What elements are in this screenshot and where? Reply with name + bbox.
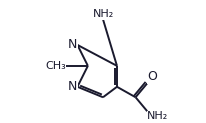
Text: NH₂: NH₂ [147, 111, 169, 121]
Text: NH₂: NH₂ [147, 111, 169, 121]
Text: NH₂: NH₂ [92, 9, 114, 19]
Text: N: N [68, 80, 77, 93]
Text: N: N [68, 38, 77, 51]
Text: CH₃: CH₃ [45, 61, 66, 71]
Text: NH₂: NH₂ [92, 9, 114, 19]
Text: CH₃: CH₃ [45, 61, 66, 71]
Text: O: O [147, 70, 157, 83]
Text: N: N [68, 80, 77, 93]
Text: O: O [147, 70, 157, 83]
Text: N: N [68, 38, 77, 51]
